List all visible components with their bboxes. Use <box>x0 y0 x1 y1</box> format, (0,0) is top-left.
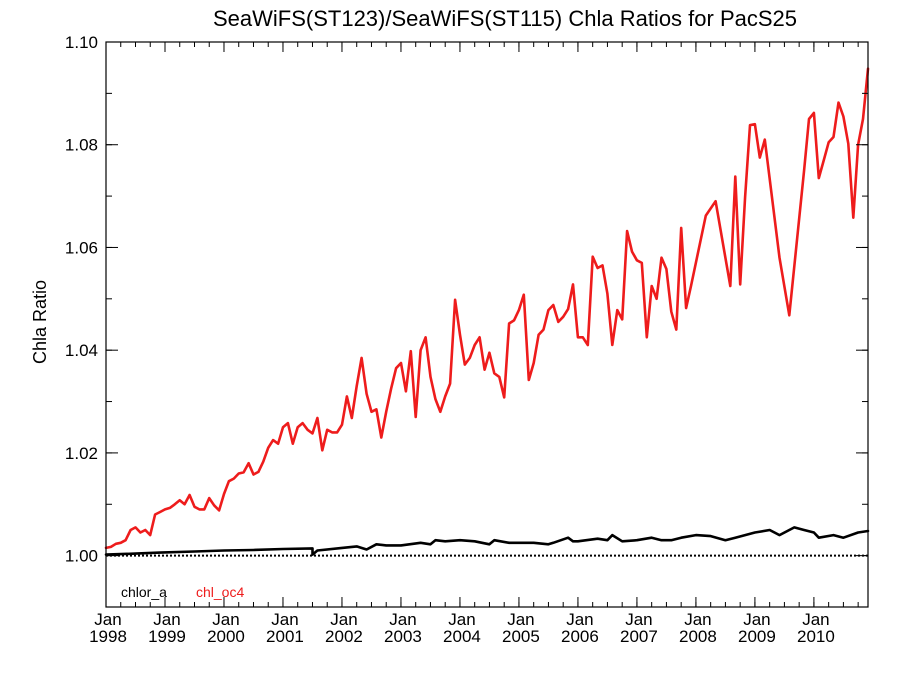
x-tick-month: Jan <box>625 610 652 629</box>
y-tick-label: 1.10 <box>65 33 98 52</box>
series-line-chl_oc4 <box>104 67 870 550</box>
legend-item-chlor_a: chlor_a <box>121 584 167 600</box>
x-tick-year: 2009 <box>738 627 776 646</box>
y-tick-label: 1.02 <box>65 444 98 463</box>
x-tick-month: Jan <box>271 610 298 629</box>
x-tick-month: Jan <box>684 610 711 629</box>
x-tick-year: 2003 <box>384 627 422 646</box>
x-tick-month: Jan <box>212 610 239 629</box>
x-tick-year: 2010 <box>797 627 835 646</box>
y-tick-label: 1.04 <box>65 341 98 360</box>
x-tick-year: 2005 <box>502 627 540 646</box>
x-tick-month: Jan <box>743 610 770 629</box>
x-tick-month: Jan <box>507 610 534 629</box>
legend: chlor_a chl_oc4 <box>121 584 244 600</box>
y-axis-label: Chla Ratio <box>30 280 50 364</box>
x-tick-month: Jan <box>802 610 829 629</box>
series-layer <box>104 67 870 557</box>
series-line-chlor_a <box>104 526 870 556</box>
x-tick-year: 2008 <box>679 627 717 646</box>
x-tick-year: 2002 <box>325 627 363 646</box>
x-tick-month: Jan <box>94 610 121 629</box>
x-tick-month: Jan <box>448 610 475 629</box>
legend-item-chl_oc4: chl_oc4 <box>196 584 244 600</box>
x-tick-year: 1998 <box>89 627 127 646</box>
x-tick-month: Jan <box>389 610 416 629</box>
x-tick-year: 2004 <box>443 627 481 646</box>
y-tick-label: 1.00 <box>65 547 98 566</box>
y-tick-label: 1.08 <box>65 136 98 155</box>
plot-frame <box>105 41 869 608</box>
x-tick-year: 1999 <box>148 627 186 646</box>
x-tick-year: 2007 <box>620 627 658 646</box>
x-tick-year: 2006 <box>561 627 599 646</box>
axes-layer: 1.001.021.041.061.081.10Jan1998Jan1999Ja… <box>65 33 869 646</box>
x-tick-month: Jan <box>330 610 357 629</box>
chart-title: SeaWiFS(ST123)/SeaWiFS(ST115) Chla Ratio… <box>213 6 797 31</box>
x-tick-year: 2000 <box>207 627 245 646</box>
x-tick-year: 2001 <box>266 627 304 646</box>
x-tick-month: Jan <box>566 610 593 629</box>
y-tick-label: 1.06 <box>65 238 98 257</box>
x-tick-month: Jan <box>153 610 180 629</box>
